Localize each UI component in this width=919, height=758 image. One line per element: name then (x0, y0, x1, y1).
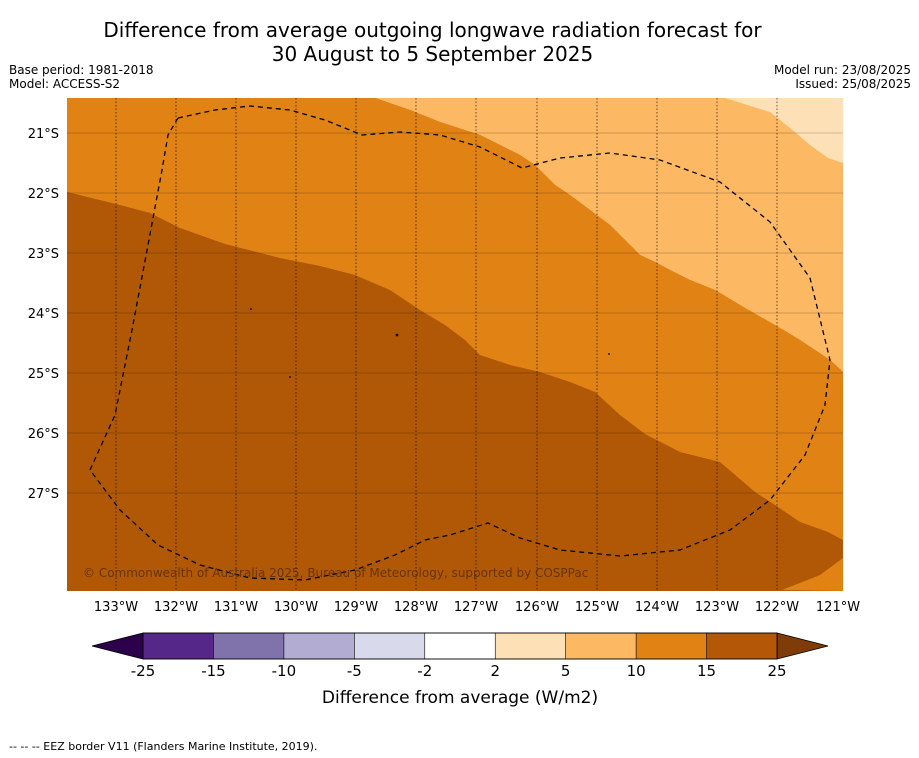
colorbar-tick-label: 5 (561, 662, 571, 680)
colorbar-cell (494, 632, 567, 660)
lon-label: 127°W (454, 600, 498, 615)
band-5-10 (67, 98, 843, 372)
lat-label: 25°S (28, 367, 59, 382)
band-2-5 (725, 98, 843, 163)
island-dot (289, 376, 291, 378)
colorbar-label: Difference from average (W/m2) (322, 688, 598, 708)
lon-label: 121°W (816, 600, 860, 615)
lon-label: 125°W (575, 600, 619, 615)
longitude-labels: 133°W 132°W 131°W 130°W 129°W 128°W 127°… (94, 600, 860, 615)
title-line-1: Difference from average outgoing longwav… (103, 18, 762, 42)
colorbar-over-arrow (776, 632, 829, 660)
latitude-labels: 21°S 22°S 23°S 24°S 25°S 26°S 27°S (28, 127, 59, 502)
lat-label: 26°S (28, 427, 59, 442)
lon-label: 128°W (394, 600, 438, 615)
colorbar-cell (142, 632, 215, 660)
eez-legend-note: -- -- -- EEZ border V11 (Flanders Marine… (9, 740, 318, 753)
colorbar-tick-label: 2 (490, 662, 500, 680)
colorbar-cells (142, 632, 778, 660)
colorbar-under-arrow (91, 632, 144, 660)
lon-label: 123°W (695, 600, 739, 615)
eez-border (89, 105, 831, 581)
island-dot (608, 353, 610, 355)
band-10-15 (67, 98, 843, 540)
island-dot (395, 333, 399, 337)
colorbar-cell (213, 632, 285, 660)
lat-label: 23°S (28, 247, 59, 262)
lat-label: 22°S (28, 187, 59, 202)
issued-text: Issued: 25/08/2025 (795, 77, 911, 91)
colorbar-cell (565, 632, 637, 660)
lon-label: 124°W (635, 600, 679, 615)
lat-label: 24°S (28, 307, 59, 322)
colorbar-tick-label: 15 (697, 662, 716, 680)
lon-label: 133°W (94, 600, 138, 615)
lon-label: 126°W (515, 600, 559, 615)
colorbar: -25 -15 -10 -5 -2 2 5 10 15 25 Difference from av… (91, 632, 829, 708)
base-period-text: Base period: 1981-2018 (9, 63, 154, 77)
run-info-right: Model run: 23/08/2025 Issued: 25/08/2025 (774, 63, 911, 91)
lat-label: 21°S (28, 127, 59, 142)
colorbar-tick-label: 25 (767, 662, 786, 680)
colorbar-cell (635, 632, 708, 660)
model-run-text: Model run: 23/08/2025 (773, 63, 911, 77)
lon-label: 131°W (214, 600, 258, 615)
latitude-lines (67, 132, 843, 494)
colorbar-tick-label: -15 (201, 662, 226, 680)
colorbar-tick-label: -25 (131, 662, 156, 680)
lon-label: 130°W (274, 600, 318, 615)
island-dot (250, 308, 252, 310)
lat-label: 27°S (28, 487, 59, 502)
island-markers (250, 308, 610, 378)
band-10-15-lower (782, 558, 843, 591)
model-text: Model: ACCESS-S2 (9, 77, 121, 91)
colorbar-frame (142, 632, 778, 660)
title-line-2: 30 August to 5 September 2025 (271, 42, 594, 66)
colorbar-tick-label: -5 (347, 662, 362, 680)
graticule (115, 98, 778, 591)
colorbar-cell (283, 632, 355, 660)
colorbar-tick-label: -10 (272, 662, 297, 680)
colorbar-cell (424, 632, 496, 660)
lon-label: 122°W (755, 600, 799, 615)
forecast-map: © Commonwealth of Australia 2025, Bureau… (67, 98, 843, 591)
copyright-notice: © Commonwealth of Australia 2025, Bureau… (83, 566, 588, 580)
run-info-left: Base period: 1981-2018 Model: ACCESS-S2 (9, 63, 154, 91)
colorbar-cell (706, 632, 778, 660)
colorbar-tick-labels: -25 -15 -10 -5 -2 2 5 10 15 25 (131, 662, 787, 680)
colorbar-tick-label: 10 (627, 662, 646, 680)
lon-label: 132°W (154, 600, 198, 615)
chart-title: Difference from average outgoing longwav… (100, 18, 765, 66)
colorbar-tick-label: -2 (417, 662, 432, 680)
lon-label: 129°W (334, 600, 378, 615)
colorbar-cell (354, 632, 426, 660)
